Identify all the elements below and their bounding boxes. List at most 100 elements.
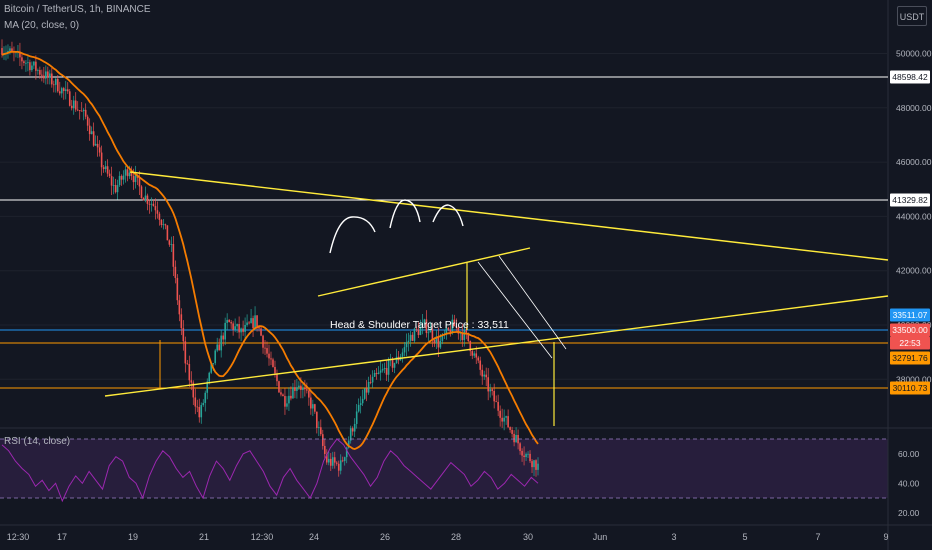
candle-body [363,388,366,399]
candle-body [302,387,304,390]
candle [349,425,352,444]
candle-body [246,322,248,325]
candle [268,344,270,366]
candle-body [282,394,284,397]
candle [529,450,531,463]
candle-body [184,341,187,364]
candle [92,122,95,147]
candle [324,438,326,459]
level-tag-30110-text: 30110.73 [893,383,928,393]
candle [499,405,501,427]
candle-body [359,403,362,405]
candle [172,235,175,276]
candle-body [280,392,282,395]
candle-body [27,62,29,64]
candle [491,387,493,396]
candle-body [320,427,322,435]
countdown-tag-bg [890,336,930,350]
candle [180,308,183,336]
countdown-tag: 22:53 [890,336,930,350]
candle-body [379,370,382,373]
currency-unit-badge[interactable]: USDT [897,6,927,26]
channel-line-upper [498,255,567,350]
candle-body [238,324,240,333]
candle [505,415,507,425]
candle [310,389,312,415]
rsi-line [1,438,539,503]
candle-body [347,440,350,448]
candle [66,82,69,94]
level-tag-32791: 32791.76 [890,351,930,365]
candle-body [272,359,274,367]
candle-body [278,381,280,393]
x-tick-label: 12:30 [251,532,274,542]
candle [248,321,250,325]
candle-body [461,332,464,341]
candle [154,198,157,220]
candle-body [180,314,183,329]
candle-body [483,374,486,377]
candle [282,393,284,397]
candle [481,364,484,385]
candle [469,340,472,357]
candle-body [172,244,175,267]
candle [415,326,418,333]
candle-body [43,75,45,79]
x-tick-label: 12:30 [7,532,30,542]
candle-body [371,376,374,383]
channel-line-lower [477,261,553,359]
candle-body [118,175,121,186]
candle [152,199,155,207]
candle [228,318,230,323]
candle-body [365,388,368,393]
candle [168,239,171,247]
candle [385,359,388,381]
candle [60,86,63,98]
candle-body [164,224,167,226]
candle [7,44,9,59]
rsi-indicator-label[interactable]: RSI (14, close) [4,436,71,447]
upper-trendline [129,171,889,261]
candle [359,396,362,414]
candle-body [88,125,91,135]
candle-body [72,100,75,109]
candle [29,59,31,76]
candle [357,398,360,413]
candle-body [417,329,420,336]
candle [116,179,119,200]
candle-body [7,50,9,53]
level-tag-48598-text: 48598.42 [892,72,928,82]
candle-body [455,326,458,328]
x-tick-label: 21 [199,532,209,542]
candle [25,60,27,72]
candle [74,92,77,112]
candle-body [55,78,57,85]
ma-indicator-label[interactable]: MA (20, close, 0) [4,20,80,31]
candle [431,323,434,348]
x-tick-label: 28 [451,532,461,542]
candle-body [314,404,316,412]
candle [407,332,410,352]
candle-body [198,406,201,418]
candle-body [447,327,450,330]
symbol-title[interactable]: Bitcoin / TetherUS, 1h, BINANCE [4,4,151,15]
candle [409,330,412,347]
candle [230,319,232,329]
candle [264,340,266,356]
candle [238,316,240,339]
candle-body [355,411,358,424]
candle-body [200,405,203,418]
candle [298,381,300,391]
candle [43,66,45,83]
candle [377,366,380,375]
candle [331,451,334,469]
candle-body [35,61,37,71]
candle [425,310,428,338]
candle [120,174,123,186]
candle-body [196,406,199,408]
candle [222,332,224,347]
candle-body [212,363,215,365]
candle [437,327,440,357]
candle-body [9,48,11,51]
candle-body [60,88,63,94]
